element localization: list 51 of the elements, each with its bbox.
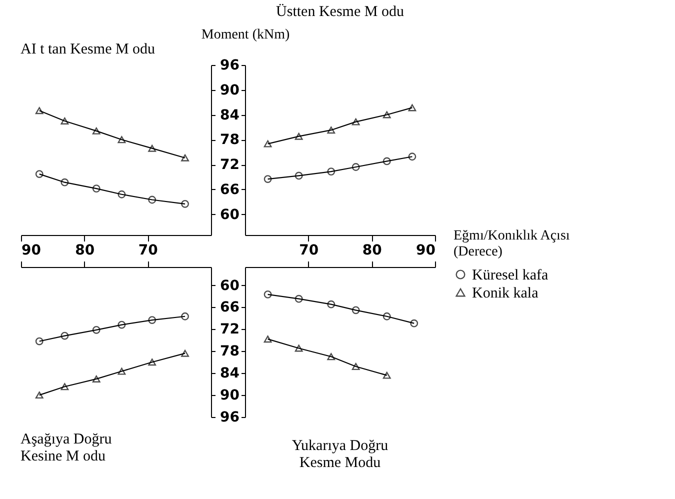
point (382, 372, 391, 379)
legend-label: Küresel kafa (472, 268, 549, 284)
point (294, 344, 303, 352)
x-tick-label: 90 (416, 242, 436, 258)
y-tick-label: 78 (220, 344, 240, 360)
point (352, 306, 360, 314)
y-tick-label: 66 (220, 300, 240, 316)
y-tick-label: 90 (220, 388, 240, 404)
x-axis-title: Eğmı/Konıklık Açısı (Derece) (454, 228, 570, 260)
x-tick-label: 90 (22, 242, 42, 258)
point (118, 368, 126, 375)
y-tick-label: 96 (220, 410, 240, 426)
y-tick-label: 72 (220, 157, 240, 174)
y-tick-label: 84 (220, 107, 240, 124)
point (264, 336, 272, 343)
point (181, 350, 189, 357)
y-tick-label: 90 (220, 82, 240, 98)
y-tick-label: 84 (220, 366, 240, 382)
point (148, 358, 156, 366)
point (382, 312, 391, 320)
chart-title: AI t tan Kesme M odu (20, 42, 156, 58)
point (410, 319, 418, 328)
y-axis-title: Moment (kNm) (201, 28, 290, 42)
y-tick-label: 60 (220, 206, 240, 223)
point (60, 383, 69, 390)
point (264, 290, 272, 298)
point (327, 300, 336, 308)
y-tick-label: 78 (220, 132, 240, 148)
y-tick-label: 96 (220, 58, 240, 74)
x-tick-label: 80 (362, 242, 382, 258)
point (60, 332, 69, 340)
text: Aşağıya Doğru Kesine M odu (20, 432, 112, 464)
legend-label: Konik kala (472, 286, 539, 302)
x-tick-label: 80 (75, 242, 95, 258)
point (294, 294, 303, 303)
point (148, 316, 156, 324)
x-tick-label: 70 (138, 242, 158, 258)
chart-title: Üstten Kesme M odu (276, 3, 404, 20)
x-tick-label: 70 (299, 242, 319, 258)
point (92, 375, 100, 382)
point (118, 320, 126, 329)
y-tick-label: 60 (220, 278, 240, 294)
point (35, 392, 44, 399)
y-tick-label: 72 (220, 322, 240, 338)
point (181, 312, 189, 320)
point (352, 363, 360, 370)
y-tick-label: 66 (220, 182, 240, 198)
point (327, 353, 336, 360)
text: Yukarıya Doğru Kesme Modu (292, 438, 389, 471)
point (92, 326, 100, 334)
point (35, 337, 44, 346)
